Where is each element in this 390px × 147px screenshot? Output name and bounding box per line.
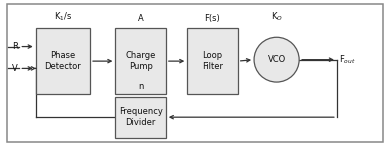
Text: K$_1$/s: K$_1$/s	[54, 10, 72, 22]
Text: Charge
Pump: Charge Pump	[126, 51, 156, 71]
Text: F$_{out}$: F$_{out}$	[339, 53, 355, 66]
Bar	[115, 28, 166, 94]
Text: A: A	[138, 14, 144, 22]
Text: n: n	[138, 82, 143, 91]
Text: Frequency
Divider: Frequency Divider	[119, 107, 163, 127]
Bar	[35, 28, 90, 94]
Text: R: R	[12, 42, 18, 51]
Bar	[115, 97, 166, 138]
Text: VCO: VCO	[268, 55, 286, 64]
Text: V: V	[12, 64, 18, 73]
Text: Phase
Detector: Phase Detector	[44, 51, 81, 71]
Bar	[187, 28, 238, 94]
Ellipse shape	[254, 37, 299, 82]
Text: Loop
Filter: Loop Filter	[202, 51, 223, 71]
Text: F(s): F(s)	[205, 14, 220, 22]
Text: K$_O$: K$_O$	[271, 10, 283, 22]
